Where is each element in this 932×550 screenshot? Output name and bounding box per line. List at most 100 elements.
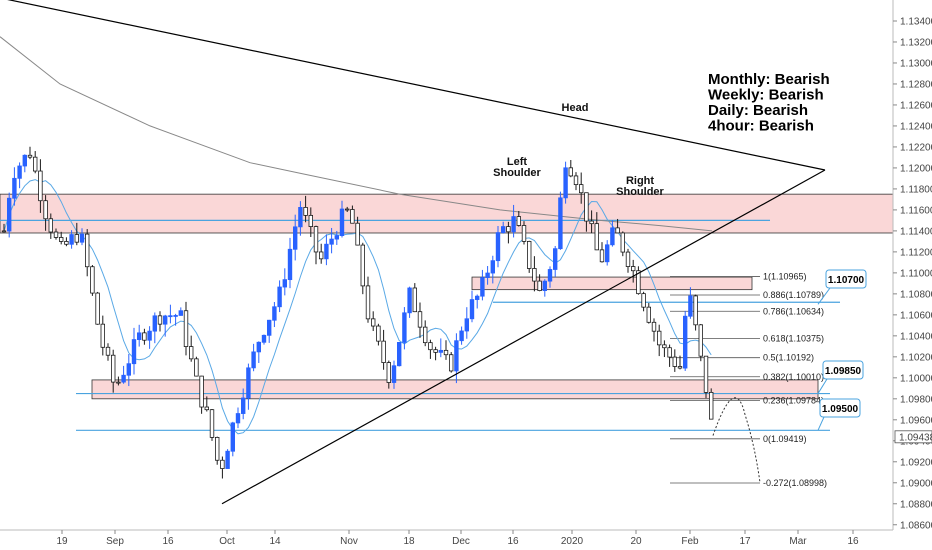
bias-line: Weekly: Bearish [708,87,824,104]
price-axis: 1.086001.088001.090001.092001.094001.096… [892,0,932,531]
candle-body [537,280,542,291]
price-callouts: 1.10700 1.09850 1.09500 [817,269,867,431]
candle-body [485,272,490,278]
y-tick-label: 1.10800 [900,289,932,300]
candlesticks [1,146,714,479]
candle-body [469,299,475,320]
fib-label: 0.5(1.10192) [763,353,814,363]
candle-body [173,315,178,317]
candle-body [100,323,105,348]
candle-body [438,349,443,353]
x-tick-label: Mar [789,536,807,547]
y-tick-label: 1.12600 [900,100,932,111]
fib-label: 0.618(1.10375) [763,333,824,343]
candle-body [121,374,126,383]
x-tick-label: 17 [739,536,751,547]
x-tick-label: Sep [106,536,124,547]
candle-body [448,354,454,372]
left-shoulder-label-line2: Shoulder [493,167,541,179]
candle-body [105,346,111,356]
candle-body [147,330,152,341]
candle-body [620,232,625,253]
candle-body [1,230,7,233]
fib-label: 0.382(1.10010) [763,372,824,382]
y-tick-label: 1.11600 [900,205,932,216]
callout-box [825,269,867,289]
candle-body [48,218,53,233]
y-tick-label: 1.09600 [900,415,932,426]
candle-body [521,225,527,242]
candle-body [428,342,433,351]
candle-body [204,406,209,411]
candle-body [90,266,95,294]
candle-body [220,459,225,469]
fib-label: -0.272(1.08998) [763,478,827,488]
lower-trendline [221,169,826,505]
candle-body [329,238,334,245]
fib-label: 0.886(1.10789) [763,290,824,300]
candle-body [667,347,672,358]
candle-body [272,306,277,321]
candle-body [64,241,69,245]
candle-body [344,208,350,211]
candle-body [85,233,90,268]
candle-body [69,234,74,245]
fibonacci-retracement: 1(1.10965) 0.886(1.10789) 0.786(1.10634) 0.… [670,272,827,488]
y-tick-label: 1.13000 [900,58,932,69]
candle-body [246,367,251,399]
right-shoulder-label-line1: Right [626,175,654,187]
candle-body [53,231,59,238]
callout-box [822,360,864,380]
candle-body [38,170,43,202]
candle-body [251,351,256,369]
candle-body [693,295,698,326]
callout-label: 1.09850 [825,366,862,377]
right-shoulder-label-line2: Shoulder [616,186,664,198]
candle-body [599,249,605,263]
callout-box [819,398,861,418]
y-tick-label: 1.13400 [900,16,932,27]
candle-body [417,311,423,328]
candle-body [33,156,38,172]
x-tick-label: 19 [56,536,68,547]
candle-body [506,226,511,233]
candle-body [376,325,381,342]
candle-body [126,363,131,376]
candle-body [142,332,147,341]
candle-body [157,315,163,325]
x-tick-label: 2020 [561,536,584,547]
candle-body [594,223,599,251]
bias-line: 4hour: Bearish [708,118,814,135]
y-tick-label: 1.10400 [900,331,932,342]
candle-body [261,334,267,343]
y-tick-label: 1.09200 [900,457,932,468]
x-tick-label: Oct [219,536,235,547]
candle-body [292,226,298,250]
candle-body [381,340,386,363]
candle-body [579,184,584,194]
candle-body [490,260,495,274]
candle-body [677,366,683,369]
current-price-label: 1.09438 [899,432,932,443]
candle-body [370,318,376,327]
callout-pointer [817,416,825,431]
candle-body [59,237,64,242]
head-label: Head [562,102,589,114]
candle-body [116,381,121,384]
candle-body [162,315,168,325]
candle-body [672,356,677,367]
x-tick-label: Feb [681,536,699,547]
candle-body [235,413,241,424]
candle-body [303,207,308,216]
candle-body [324,243,329,260]
horizontal-levels [0,219,840,431]
callout-label: 1.10700 [828,275,865,286]
candle-body [74,234,79,243]
candle-body [188,346,194,360]
y-tick-label: 1.11200 [900,247,932,258]
candle-body [230,422,235,452]
